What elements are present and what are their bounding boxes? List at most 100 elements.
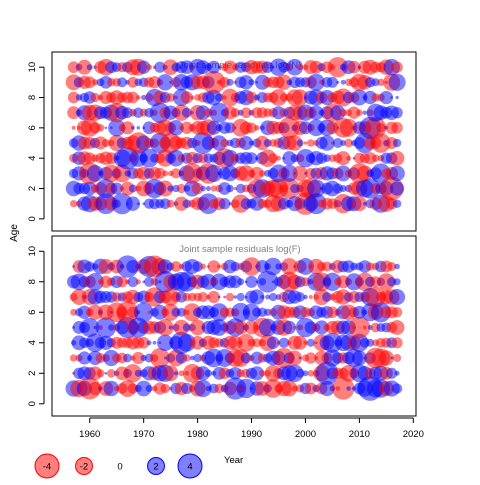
x-tick-label: 1980 <box>187 429 208 440</box>
residual-bubble <box>308 105 324 121</box>
residual-bubble <box>276 74 292 91</box>
residual-bubble <box>237 278 245 286</box>
residual-bubble <box>295 292 305 302</box>
y-tick-label: 8 <box>27 95 38 100</box>
residual-bubble <box>175 352 188 364</box>
residual-bubble <box>386 367 398 379</box>
residual-bubble <box>390 96 394 99</box>
residual-bubble <box>390 356 394 360</box>
residual-bubble <box>69 200 78 208</box>
residual-bubble <box>390 181 405 196</box>
x-tick-label: 1960 <box>79 429 100 440</box>
residual-bubble <box>67 106 81 120</box>
residual-bubble <box>166 93 175 102</box>
residual-bubble <box>295 368 305 378</box>
residual-bubble <box>233 295 238 299</box>
residual-bubble <box>287 350 303 366</box>
residual-bubble <box>198 193 219 215</box>
residual-bubble <box>77 351 91 365</box>
residual-bubble <box>351 89 368 106</box>
residual-bubble <box>245 91 258 104</box>
panel-frame-logF <box>51 235 417 417</box>
residual-bubble <box>371 78 380 87</box>
residual-bubble <box>387 277 397 287</box>
residual-bubble <box>150 348 170 368</box>
residual-bubble <box>266 336 280 350</box>
residual-bubble <box>239 135 254 151</box>
residual-bubble <box>180 121 193 134</box>
residual-bubble <box>332 138 343 148</box>
residual-bubble <box>335 165 352 182</box>
residual-bubble <box>202 70 226 94</box>
residual-bubble <box>371 154 380 162</box>
residual-bubble <box>154 61 166 73</box>
residual-bubble <box>392 138 402 148</box>
residual-bubble <box>167 185 174 192</box>
residual-bubble <box>303 141 308 145</box>
residual-bubble <box>123 364 143 383</box>
residual-bubble <box>362 110 368 115</box>
residual-bubble <box>181 107 192 118</box>
residual-bubble <box>223 60 237 74</box>
residual-bubble <box>378 350 394 366</box>
residual-bubble <box>71 125 76 130</box>
residual-bubble <box>389 288 406 306</box>
residual-bubble <box>326 306 339 319</box>
residual-bubble <box>217 65 221 69</box>
residual-bubble <box>304 382 317 395</box>
residual-bubble <box>260 295 265 299</box>
residual-bubble <box>347 60 361 74</box>
residual-bubble <box>70 308 78 316</box>
residual-bubble <box>80 317 100 338</box>
residual-bubble <box>95 317 117 338</box>
residual-bubble <box>293 335 308 350</box>
residual-bubble <box>314 320 329 335</box>
residual-bubble <box>292 165 308 182</box>
residual-bubble <box>307 370 315 377</box>
residual-bubble <box>303 294 308 300</box>
residual-bubble <box>181 382 193 395</box>
residual-bubble <box>173 319 190 336</box>
residual-bubble <box>278 178 300 199</box>
residual-bubble <box>330 105 346 121</box>
y-tick-label: 4 <box>27 340 38 345</box>
residual-bubble <box>250 166 264 180</box>
residual-bubble <box>326 76 338 88</box>
residual-bubble <box>181 163 203 184</box>
residual-bubble <box>242 257 261 276</box>
residual-bubble <box>117 77 128 88</box>
residual-bubble <box>280 164 298 182</box>
residual-bubble <box>282 320 296 335</box>
residual-bubble <box>319 135 335 151</box>
residual-bubble <box>98 259 114 274</box>
residual-bubble <box>87 304 103 320</box>
residual-bubble <box>323 154 331 163</box>
residual-bubble <box>176 183 187 194</box>
residual-bubble <box>116 276 128 288</box>
residual-bubble <box>348 316 371 339</box>
x-tick-label: 2000 <box>295 429 316 440</box>
residual-bubble <box>257 307 268 318</box>
residual-bubble <box>205 185 211 192</box>
residual-bubble <box>189 319 206 336</box>
residual-bubble <box>246 122 257 134</box>
residual-bubble <box>223 295 226 299</box>
y-tick-label: 8 <box>27 279 38 284</box>
residual-bubble <box>391 122 403 134</box>
residual-bubble <box>263 139 272 147</box>
residual-bubble <box>133 302 154 323</box>
residual-bubble <box>135 279 141 285</box>
residual-bubble <box>389 320 405 335</box>
x-axis: 1960 1970 1980 1990 2000 2010 2020 <box>79 417 424 440</box>
residual-bubble <box>180 91 194 104</box>
residual-bubble <box>228 202 232 206</box>
residual-bubble <box>210 319 228 336</box>
residual-bubble <box>220 138 229 148</box>
y-tick-label: 6 <box>27 125 38 130</box>
residual-bubble <box>305 193 327 215</box>
legend-label: -2 <box>80 462 88 473</box>
residual-bubble <box>156 74 174 91</box>
residual-bubble <box>136 202 140 206</box>
y-tick-label: 2 <box>27 371 38 376</box>
